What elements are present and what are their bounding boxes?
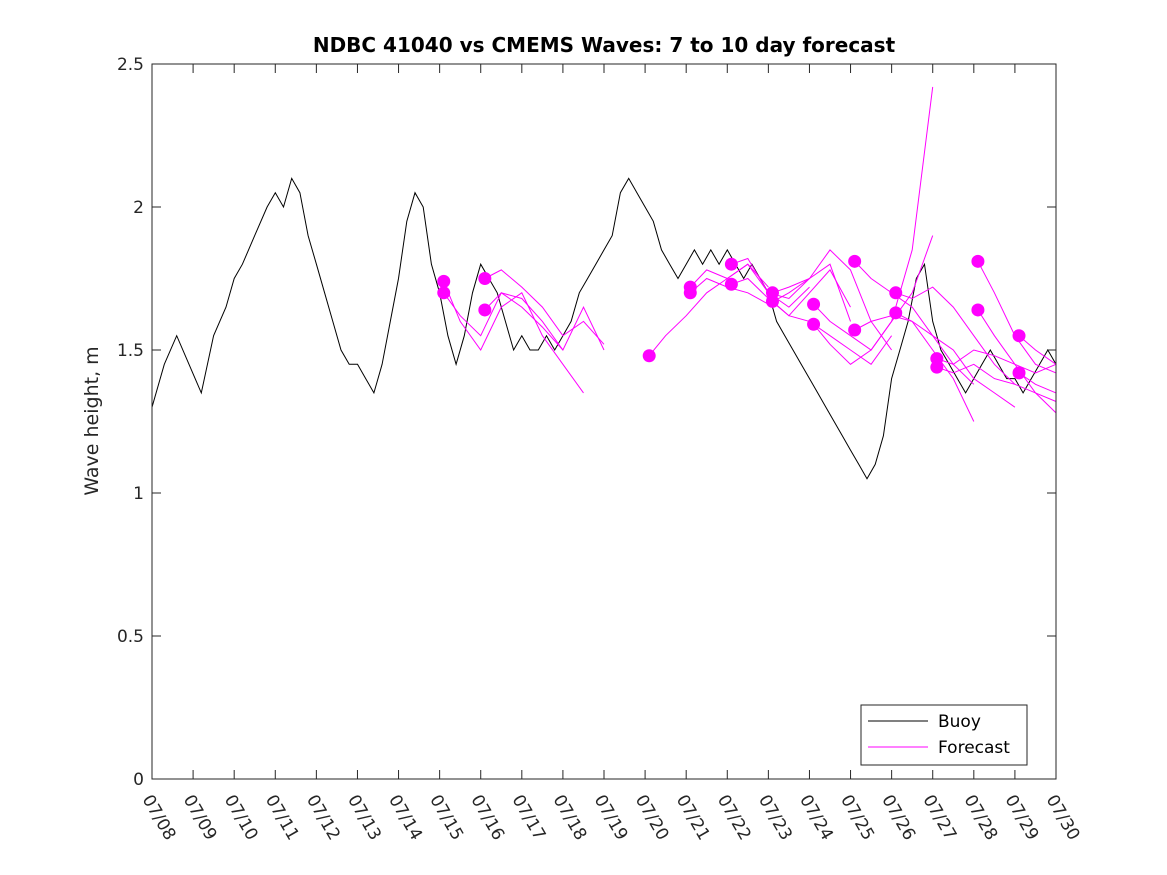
- forecast-line: [977, 309, 1057, 414]
- forecast-start-marker: [437, 274, 451, 288]
- forecast-line: [936, 349, 1057, 374]
- forecast-start-marker: [478, 272, 492, 285]
- y-tick-label: 1.5: [117, 341, 144, 361]
- forecast-line: [484, 292, 605, 351]
- forecast-start-marker: [848, 254, 862, 268]
- forecast-start-marker: [930, 360, 944, 374]
- forecast-line: [689, 263, 810, 308]
- forecast-start-marker: [807, 317, 821, 331]
- forecast-start-marker: [889, 306, 903, 320]
- forecast-start-marker: [1012, 366, 1026, 380]
- forecast-start-marker: [971, 303, 985, 317]
- plot-area: [152, 64, 1056, 779]
- forecast-start-marker: [437, 286, 451, 300]
- forecast-start-marker: [724, 257, 738, 271]
- forecast-start-marker: [765, 294, 779, 308]
- forecast-line: [813, 86, 934, 365]
- forecast-line: [895, 312, 1016, 408]
- forecast-start-marker: [807, 297, 821, 311]
- y-tick-label: 2: [133, 198, 144, 218]
- buoy-line: [151, 177, 1057, 480]
- forecast-start-marker: [1012, 329, 1026, 343]
- forecast-start-marker: [683, 286, 697, 300]
- forecast-start-marker: [971, 254, 985, 268]
- series-layer: [151, 86, 1057, 480]
- forecast-line: [1018, 335, 1057, 365]
- legend: Buoy Forecast: [860, 704, 1028, 766]
- forecast-start-marker: [724, 277, 738, 291]
- forecast-line: [1018, 372, 1057, 394]
- forecast-line: [772, 301, 893, 365]
- forecast-start-marker: [889, 286, 903, 300]
- legend-buoy-label: Buoy: [938, 712, 981, 732]
- forecast-line: [484, 269, 605, 345]
- y-tick-label: 1: [133, 484, 144, 504]
- forecast-start-marker: [848, 323, 862, 337]
- y-axis-label: Wave height, m: [81, 346, 103, 495]
- y-tick-label: 0: [133, 770, 144, 790]
- forecast-line: [689, 277, 810, 305]
- legend-forecast-label: Forecast: [938, 738, 1010, 758]
- y-tick-label: 2.5: [117, 55, 144, 75]
- y-tick-label: 0.5: [117, 627, 144, 647]
- forecast-line: [731, 257, 851, 322]
- forecast-line: [895, 286, 1016, 385]
- legend-box: [860, 704, 1028, 766]
- forecast-start-marker: [642, 349, 656, 363]
- chart-title: NDBC 41040 vs CMEMS Waves: 7 to 10 day f…: [313, 33, 896, 57]
- y-axis-ticks: 0 0.5 1 1.5 2 2.5: [117, 55, 1056, 790]
- forecast-start-marker: [478, 303, 492, 317]
